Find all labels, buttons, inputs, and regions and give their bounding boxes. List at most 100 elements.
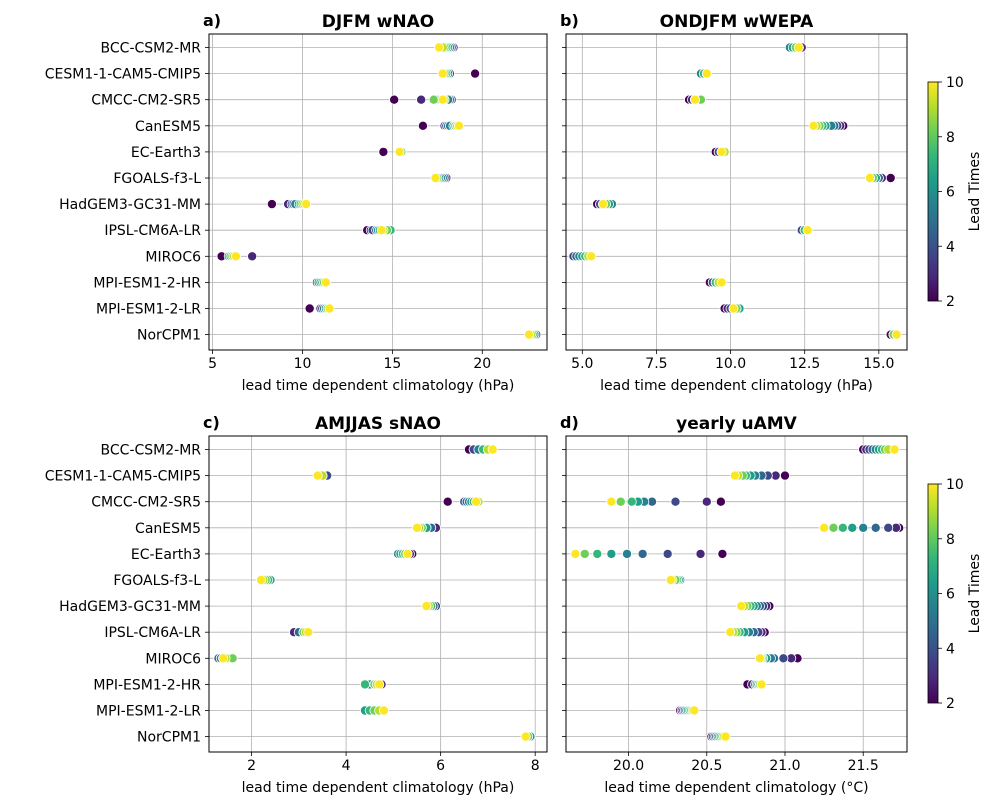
x-tick-label: 21.5 <box>848 758 879 774</box>
data-point <box>756 679 767 690</box>
data-point <box>819 522 830 533</box>
x-tick-label: 10.0 <box>715 356 746 372</box>
y-tick-label: MIROC6 <box>145 249 201 265</box>
axes-frame <box>208 435 548 753</box>
data-point <box>662 548 673 559</box>
data-point <box>437 94 448 105</box>
data-point <box>487 444 498 455</box>
colorbar-tick-label: 6 <box>946 587 955 603</box>
data-point <box>359 679 370 690</box>
y-tick-label: CanESM5 <box>135 119 201 135</box>
data-point <box>716 277 727 288</box>
x-tick-label: 20.5 <box>691 758 722 774</box>
y-tick-label: FGOALS-f3-L <box>113 573 201 589</box>
data-point <box>378 146 389 157</box>
data-point <box>670 496 681 507</box>
data-point <box>421 601 432 612</box>
data-point <box>891 329 902 340</box>
data-point <box>586 251 597 262</box>
data-point <box>689 705 700 716</box>
x-tick-label: 4 <box>342 758 351 774</box>
colorbar-2: 2 4 6 8 10 Lead Times <box>927 477 983 712</box>
x-tick-label: 5.0 <box>571 356 593 372</box>
data-point <box>606 548 617 559</box>
data-point <box>615 496 626 507</box>
chart-panel-1: 5 10 15 20 BCC-CSM2-MR CESM1-1-CAM5-CMIP5 CMCC… <box>45 11 548 394</box>
x-axis-label: lead time dependent climatology (hPa) <box>242 378 515 394</box>
colorbar-tick-label: 2 <box>946 294 955 310</box>
data-point <box>579 548 590 559</box>
data-point <box>606 496 617 507</box>
colorbar-tick-label: 4 <box>946 239 955 255</box>
data-point <box>701 68 712 79</box>
data-point <box>885 172 896 183</box>
data-point <box>736 601 747 612</box>
colorbar-tick-label: 8 <box>946 532 955 548</box>
y-tick-label: MPI-ESM1-2-LR <box>96 302 201 318</box>
y-tick-label: BCC-CSM2-MR <box>101 443 202 459</box>
x-tick-label: 20 <box>473 356 491 372</box>
data-point <box>402 548 413 559</box>
data-point <box>218 653 229 664</box>
data-point <box>430 172 441 183</box>
panel-label: d) <box>560 413 579 432</box>
data-point <box>728 303 739 314</box>
data-point <box>883 522 894 533</box>
data-point <box>637 548 648 559</box>
x-tick-label: 2 <box>247 758 256 774</box>
x-tick-label: 21.0 <box>769 758 800 774</box>
data-point <box>389 94 400 105</box>
panel-label: a) <box>203 11 221 30</box>
data-point <box>808 120 819 131</box>
data-point <box>411 522 422 533</box>
data-point <box>437 68 448 79</box>
data-point <box>701 496 712 507</box>
chart-panel-4: 20.0 20.5 21.0 21.5 yearly uAMV d) lead time d… <box>560 413 908 796</box>
data-point <box>303 627 314 638</box>
x-tick-label: 10 <box>294 356 312 372</box>
data-point <box>802 225 813 236</box>
data-point <box>416 94 427 105</box>
data-point <box>729 470 740 481</box>
data-point <box>847 522 858 533</box>
data-point <box>428 94 439 105</box>
data-point <box>230 251 241 262</box>
data-point <box>626 496 637 507</box>
data-point <box>716 146 727 157</box>
y-tick-label: MPI-ESM1-2-HR <box>93 275 201 291</box>
colorbar-tick-label: 4 <box>946 641 955 657</box>
data-point <box>453 120 464 131</box>
data-point <box>622 548 633 559</box>
data-point <box>524 329 535 340</box>
data-point <box>470 68 481 79</box>
panel-label: c) <box>203 413 220 432</box>
y-tick-label: NorCPM1 <box>137 730 201 746</box>
data-point <box>520 731 531 742</box>
data-point <box>725 627 736 638</box>
x-tick-label: 15 <box>383 356 401 372</box>
y-tick-label: CMCC-CM2-SR5 <box>91 495 201 511</box>
chart-title: AMJJAS sNAO <box>315 414 441 434</box>
data-point <box>717 548 728 559</box>
data-point <box>247 251 258 262</box>
data-point <box>689 94 700 105</box>
data-point <box>665 575 676 586</box>
y-tick-label: HadGEM3-GC31-MM <box>59 197 201 213</box>
x-tick-label: 5 <box>208 356 217 372</box>
y-tick-label: CESM1-1-CAM5-CMIP5 <box>45 67 201 83</box>
y-tick-label: CESM1-1-CAM5-CMIP5 <box>45 469 201 485</box>
x-tick-label: 20.0 <box>613 758 644 774</box>
x-tick-label: 8 <box>531 758 540 774</box>
y-tick-label: MPI-ESM1-2-LR <box>96 704 201 720</box>
x-axis-label: lead time dependent climatology (hPa) <box>242 780 515 796</box>
data-point <box>715 496 726 507</box>
chart-title: DJFM wNAO <box>322 12 434 32</box>
colorbar-label: Lead Times <box>967 554 983 634</box>
data-point <box>754 653 765 664</box>
data-point <box>598 199 609 210</box>
data-point <box>255 575 266 586</box>
x-tick-label: 7.5 <box>645 356 667 372</box>
data-point <box>779 470 790 481</box>
colorbar-tick-label: 8 <box>946 130 955 146</box>
data-point <box>837 522 848 533</box>
